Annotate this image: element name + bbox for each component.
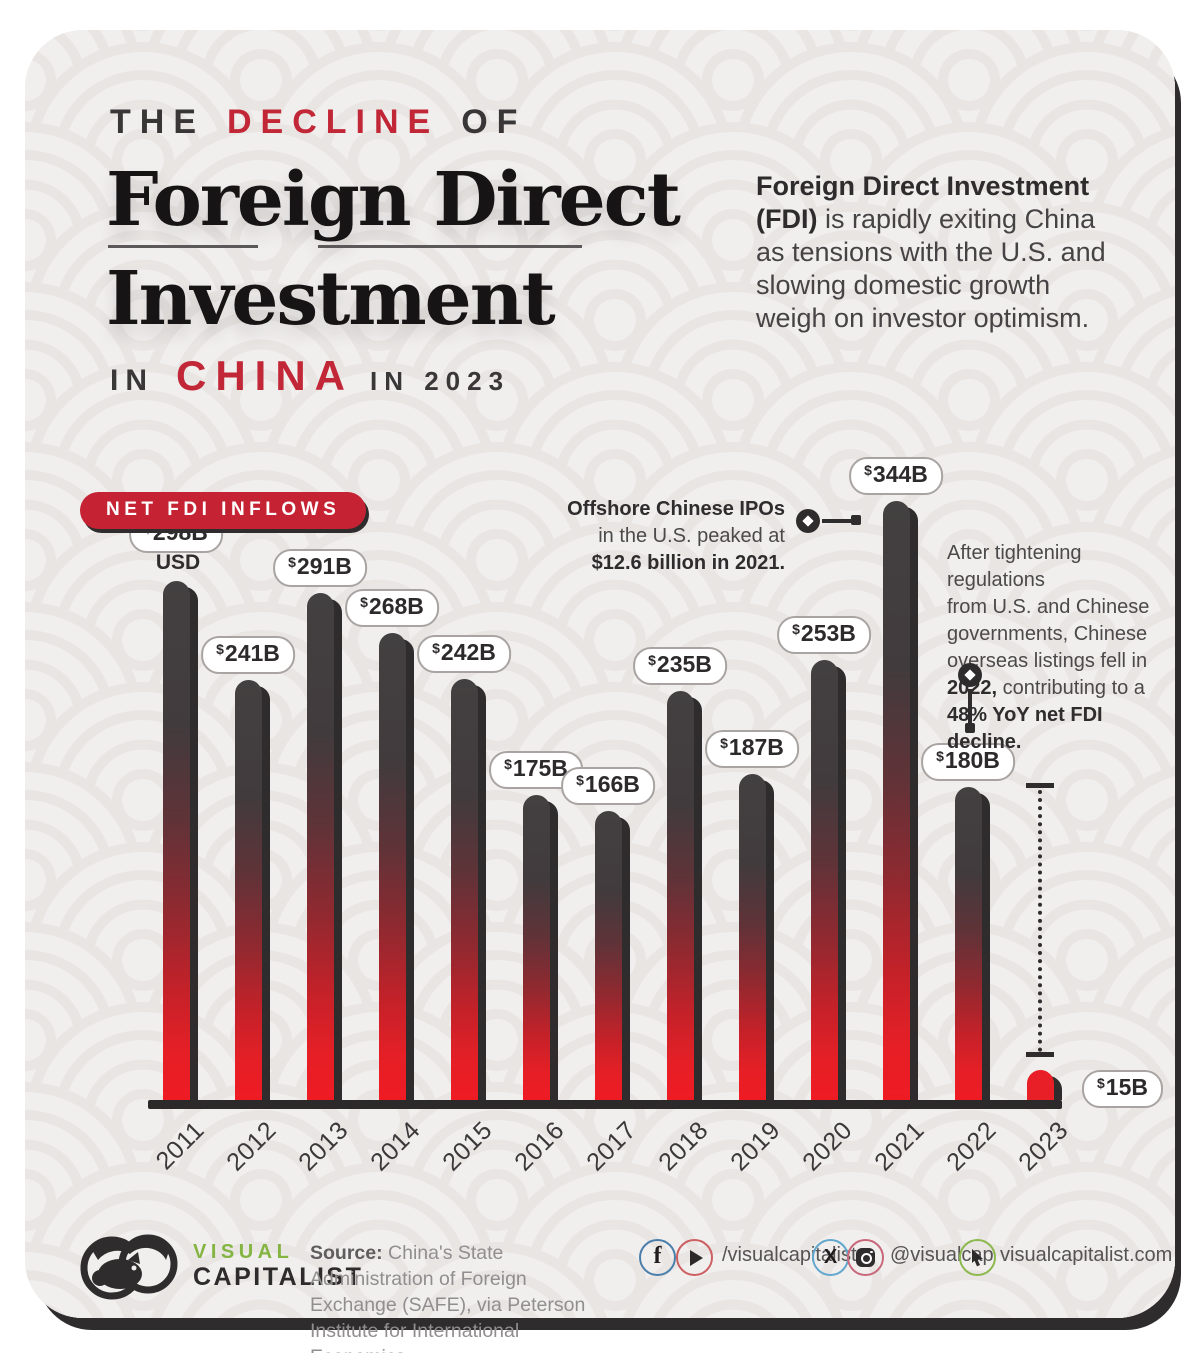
instagram-icon [847,1239,884,1276]
decline-indicator-dotted-line [1038,790,1042,1052]
decline-indicator-bottom-cap [1026,1052,1054,1057]
bar-2021 [882,501,910,1100]
value-label-2018: $235B [633,647,727,685]
cursor-icon [959,1239,996,1276]
value-label-2023: $15B [1082,1070,1163,1108]
unit-note: USD [155,551,201,574]
x-axis [148,1100,1062,1109]
kicker-decline: DECLINE [227,103,440,141]
annotation-ipo-line3: $12.6 billion in 2021. [591,552,785,574]
value-label-2015: $242B [417,635,511,673]
annotation-ipo-connector [822,519,854,523]
value-label-2017: $166B [561,767,655,805]
intro-line5: weigh on investor optimism. [756,303,1090,333]
website-url: visualcapitalist.com [1000,1244,1173,1266]
bar-2019 [738,774,766,1100]
intro-line2-bold: (FDI) [756,204,818,234]
year-label-2015: 2015 [437,1116,498,1177]
annotation-reg-line6: 48% YoY net FDI decline. [947,704,1103,753]
year-label-2013: 2013 [293,1116,354,1177]
value-label-2020: $253B [777,616,871,654]
year-label-2021: 2021 [869,1116,930,1177]
intro-line3: as tensions with the U.S. and [756,237,1106,267]
value-label-2013: $291B [273,549,367,587]
bar-2015 [450,679,478,1100]
annotation-ipo-endpoint [851,515,861,525]
bar-2017 [594,811,622,1100]
bar-2018 [666,691,694,1100]
annotation-reg-line5-rest: contributing to a [997,677,1145,699]
page-title-line2: Investment [106,256,556,342]
visual-capitalist-logo-icon [80,1234,178,1300]
annotation-reg-line1: After tightening regulations [947,542,1082,591]
logo-word-visual: VISUAL [193,1241,294,1263]
youtube-icon [676,1239,713,1276]
annotation-ipo-marker-icon [796,509,820,533]
value-label-2021: $344B [849,457,943,495]
year-label-2020: 2020 [797,1116,858,1177]
title-underline-right [318,245,582,248]
subtitle-year: IN 2023 [370,366,511,396]
kicker-the: THE [110,103,205,141]
year-label-2019: 2019 [725,1116,786,1177]
source-text: China's State Administration of Foreign … [310,1242,586,1353]
bar-2016 [522,795,550,1100]
year-label-2012: 2012 [221,1116,282,1177]
subtitle-in: IN [110,364,154,397]
x-twitter-icon: X [812,1239,849,1276]
year-label-2023: 2023 [1013,1116,1074,1177]
bar-2014 [378,633,406,1100]
annotation-reg-endpoint [965,723,975,733]
annotation-reg-marker-icon [958,663,982,687]
value-label-2022: $180B [921,743,1015,781]
logo-word-capitalist: CAPITALIST [193,1263,364,1291]
bar-2013 [306,593,334,1100]
annotation-ipo-line1: Offshore Chinese IPOs [567,498,785,520]
year-label-2011: 2011 [150,1116,210,1176]
year-label-2022: 2022 [941,1116,1002,1177]
net-fdi-inflows-badge: NET FDI INFLOWS [80,492,367,529]
bar-2011 [162,581,190,1100]
source-label: Source: [310,1242,383,1264]
annotation-regulations: After tightening regulations from U.S. a… [947,540,1177,756]
value-label-2014: $268B [345,589,439,627]
annotation-reg-connector [968,689,972,723]
year-label-2016: 2016 [509,1116,570,1177]
value-label-2012: $241B [201,636,295,674]
year-label-2014: 2014 [365,1116,426,1177]
year-label-2018: 2018 [653,1116,714,1177]
intro-paragraph: Foreign Direct Investment (FDI) is rapid… [756,170,1136,335]
intro-line1: Foreign Direct Investment [756,171,1090,201]
annotation-reg-line2: from U.S. and Chinese [947,596,1150,618]
decline-indicator-top-cap [1026,783,1054,788]
bar-2023 [1026,1070,1054,1100]
source-note: Source: China's State Administration of … [310,1240,610,1353]
value-label-2019: $187B [705,730,799,768]
annotation-ipo-line2: in the U.S. peaked at [598,525,785,547]
annotation-reg-line3: governments, Chinese [947,623,1148,645]
kicker-line: THE DECLINE OF [110,103,526,142]
facebook-icon: f [639,1239,676,1276]
intro-line2-rest: is rapidly exiting China [817,204,1096,234]
year-label-2017: 2017 [581,1116,642,1177]
bar-2012 [234,680,262,1100]
annotation-reg-line4: overseas listings fell in [947,650,1148,672]
page-title-line1: Foreign Direct [106,157,681,243]
annotation-reg-line5-bold: 2022, [947,677,998,699]
intro-line4: slowing domestic growth [756,270,1051,300]
bar-2020 [810,660,838,1100]
kicker-of: OF [461,103,527,141]
subtitle: IN CHINA IN 2023 [110,352,510,400]
title-underline-left [108,245,258,248]
bar-2022 [954,787,982,1100]
annotation-ipo: Offshore Chinese IPOs in the U.S. peaked… [535,496,785,577]
subtitle-china: CHINA [176,352,354,399]
